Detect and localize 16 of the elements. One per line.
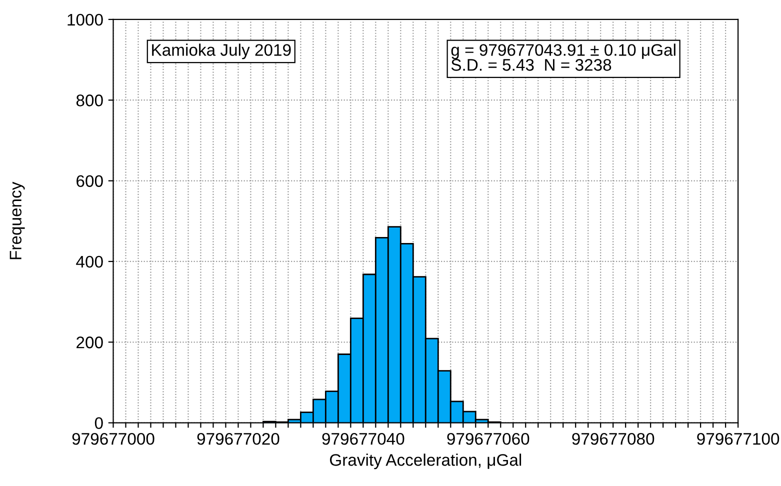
annotation: g = 979677043.91 ± 0.10 μGal S.D. = 5.43 N = 3238: [451, 44, 676, 71]
x-tick-label: 979677060: [447, 432, 530, 445]
y-tick-label: 600: [76, 175, 103, 187]
x-tick-label: 979677080: [572, 432, 654, 445]
y-tick-label: 400: [76, 256, 103, 268]
x-axis-title: Gravity Acceleration, μGal: [330, 454, 522, 470]
y-tick-label: 200: [76, 336, 103, 348]
annotation: Kamioka July 2019: [152, 44, 291, 60]
y-tick-label: 0: [94, 417, 103, 430]
x-tick-label: 979677040: [322, 432, 404, 445]
y-tick-label: 800: [76, 94, 103, 106]
y-axis-title: Frequency: [10, 182, 25, 260]
x-tick-label: 979677100: [697, 432, 780, 445]
x-tick-label: 979677000: [72, 432, 154, 445]
x-tick-label: 979677020: [197, 432, 280, 445]
y-tick-label: 1000: [68, 14, 103, 26]
